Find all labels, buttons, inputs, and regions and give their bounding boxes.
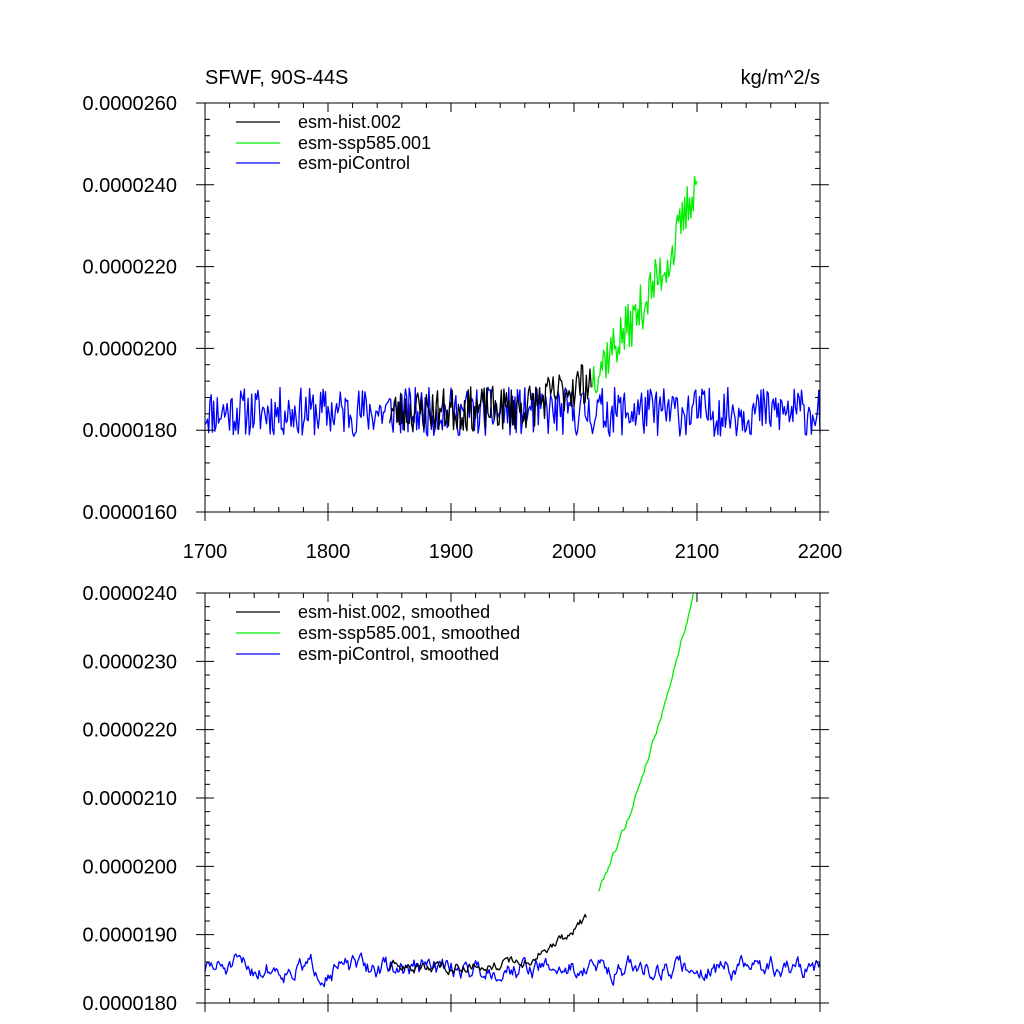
y-tick-label: 0.0000240 <box>82 175 177 197</box>
raw-series-group <box>204 175 821 437</box>
series-line-esm-ssp585-001-smoothed <box>597 593 694 892</box>
legend-label-esm-ssp585: esm-ssp585.001 <box>298 133 431 153</box>
series-line-esm-picontrol-smoothed <box>204 952 821 988</box>
legend-label-esm-hist-smoothed: esm-hist.002, smoothed <box>298 602 490 622</box>
x-tick-label: 2200 <box>798 541 843 563</box>
x-tick-label: 2000 <box>552 541 597 563</box>
smoothed-series-group <box>204 593 821 988</box>
series-line-esm-ssp585-001 <box>591 175 698 394</box>
y-tick-label: 0.0000240 <box>82 583 177 605</box>
y-tick-label: 0.0000200 <box>82 856 177 878</box>
y-tick-label: 0.0000180 <box>82 420 177 442</box>
raw-plot-frame <box>204 102 821 513</box>
series-line-esm-hist-002-smoothed <box>388 913 587 976</box>
y-tick-label: 0.0000200 <box>82 338 177 360</box>
x-tick-label: 1700 <box>183 541 228 563</box>
x-tick-label: 1900 <box>429 541 474 563</box>
y-tick-label: 0.0000160 <box>82 502 177 524</box>
smoothed-chart-panel: 0.0000180 0.0000190 0.0000200 0.0000210 0.00… <box>82 583 829 1015</box>
smoothed-plot-frame <box>204 592 821 1004</box>
y-tick-label: 0.0000180 <box>82 993 177 1015</box>
series-line-esm-hist-002 <box>388 364 592 433</box>
raw-chart-panel: SFWF, 90S-44S kg/m^2/s 1700 1800 1900 2000 2… <box>82 67 842 563</box>
legend-label-esm-picontrol: esm-piControl <box>298 153 410 173</box>
raw-axis-ticks: 1700 1800 1900 2000 2100 2200 0.0000160 0.00001… <box>82 93 842 563</box>
series-line-esm-picontrol <box>204 386 821 437</box>
legend-label-esm-hist: esm-hist.002 <box>298 112 401 132</box>
smoothed-legend: esm-hist.002, smoothed esm-ssp585.001, s… <box>236 602 520 664</box>
units-label: kg/m^2/s <box>741 67 820 89</box>
raw-legend: esm-hist.002 esm-ssp585.001 esm-piContro… <box>236 112 431 173</box>
legend-label-esm-ssp585-smoothed: esm-ssp585.001, smoothed <box>298 623 520 643</box>
y-tick-label: 0.0000210 <box>82 788 177 810</box>
y-tick-label: 0.0000220 <box>82 720 177 742</box>
x-tick-label: 1800 <box>306 541 351 563</box>
y-tick-label: 0.0000190 <box>82 925 177 947</box>
y-tick-label: 0.0000260 <box>82 93 177 115</box>
x-tick-label: 2100 <box>675 541 720 563</box>
y-tick-label: 0.0000230 <box>82 651 177 673</box>
chart-title: SFWF, 90S-44S <box>205 67 348 89</box>
y-tick-label: 0.0000220 <box>82 257 177 279</box>
legend-label-esm-picontrol-smoothed: esm-piControl, smoothed <box>298 644 499 664</box>
